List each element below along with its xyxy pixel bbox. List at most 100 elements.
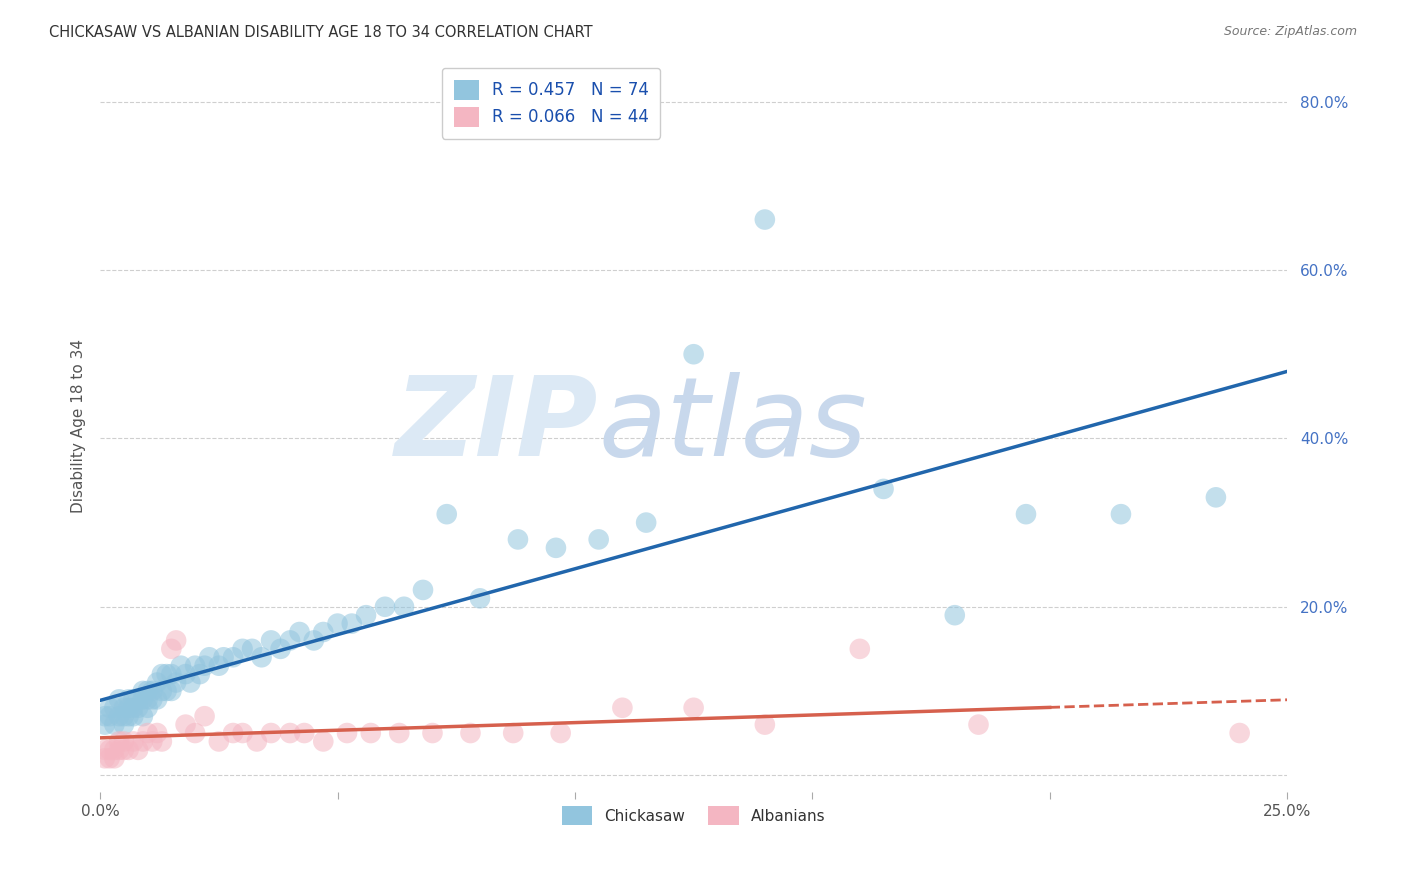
Point (179, 675, 201, 690)
Point (1205, 491, 1227, 505)
Point (108, 743, 131, 757)
Point (132, 734, 155, 748)
Point (174, 717, 197, 731)
Point (146, 692, 169, 706)
Point (108, 734, 131, 748)
Point (170, 658, 193, 673)
Point (98, 709, 121, 723)
Point (184, 726, 207, 740)
Point (232, 641, 254, 656)
Point (136, 700, 159, 714)
Point (208, 734, 231, 748)
Point (136, 684, 159, 698)
Point (412, 582, 434, 597)
Point (98, 751, 121, 765)
Point (112, 717, 135, 731)
Point (112, 700, 135, 714)
Point (117, 709, 139, 723)
Point (360, 726, 382, 740)
Point (588, 533, 610, 547)
Point (392, 599, 415, 614)
Point (506, 533, 529, 547)
Point (260, 633, 283, 648)
Point (165, 675, 187, 690)
Point (943, 608, 966, 623)
Point (108, 692, 131, 706)
Y-axis label: Disability Age 18 to 34: Disability Age 18 to 34 (72, 339, 86, 513)
Point (117, 692, 139, 706)
Point (292, 726, 315, 740)
Text: ZIP: ZIP (395, 372, 599, 479)
Point (103, 751, 125, 765)
Point (754, 717, 776, 731)
Point (1229, 726, 1251, 740)
Point (98, 700, 121, 714)
Point (636, 516, 658, 530)
Point (212, 650, 235, 665)
Point (1015, 507, 1038, 521)
Point (103, 743, 125, 757)
Point (94, 709, 117, 723)
Point (312, 734, 335, 748)
Point (422, 726, 444, 740)
Text: CHICKASAW VS ALBANIAN DISABILITY AGE 18 TO 34 CORRELATION CHART: CHICKASAW VS ALBANIAN DISABILITY AGE 18 … (49, 25, 593, 40)
Point (436, 507, 458, 521)
Point (550, 726, 572, 740)
Point (141, 684, 163, 698)
Point (388, 726, 411, 740)
Point (132, 709, 155, 723)
Point (174, 667, 197, 681)
Point (112, 709, 135, 723)
Point (132, 684, 155, 698)
Point (288, 625, 311, 640)
Point (240, 641, 263, 656)
Point (122, 709, 145, 723)
Point (127, 700, 149, 714)
Point (194, 658, 217, 673)
Point (132, 692, 155, 706)
Point (112, 734, 135, 748)
Point (122, 734, 145, 748)
Point (141, 692, 163, 706)
Point (94, 717, 117, 731)
Point (208, 658, 231, 673)
Point (194, 709, 217, 723)
Point (165, 633, 187, 648)
Point (136, 692, 159, 706)
Point (967, 717, 990, 731)
Point (117, 700, 139, 714)
Point (146, 675, 169, 690)
Point (340, 616, 363, 631)
Point (117, 743, 139, 757)
Point (682, 347, 704, 361)
Point (112, 743, 135, 757)
Point (502, 726, 524, 740)
Legend: Chickasaw, Albanians: Chickasaw, Albanians (551, 796, 837, 836)
Point (222, 650, 245, 665)
Point (872, 482, 894, 496)
Point (374, 599, 396, 614)
Point (127, 692, 149, 706)
Point (94, 751, 117, 765)
Point (326, 616, 349, 631)
Point (754, 212, 776, 227)
Point (278, 633, 301, 648)
Point (160, 684, 183, 698)
Point (122, 692, 145, 706)
Point (155, 667, 177, 681)
Point (278, 726, 301, 740)
Point (460, 726, 482, 740)
Point (184, 658, 207, 673)
Point (302, 633, 325, 648)
Point (612, 700, 634, 714)
Point (122, 700, 145, 714)
Point (1109, 507, 1132, 521)
Text: atlas: atlas (599, 372, 868, 479)
Point (103, 717, 125, 731)
Point (544, 541, 567, 555)
Point (127, 743, 149, 757)
Point (150, 667, 173, 681)
Point (312, 625, 335, 640)
Point (354, 608, 377, 623)
Point (188, 667, 211, 681)
